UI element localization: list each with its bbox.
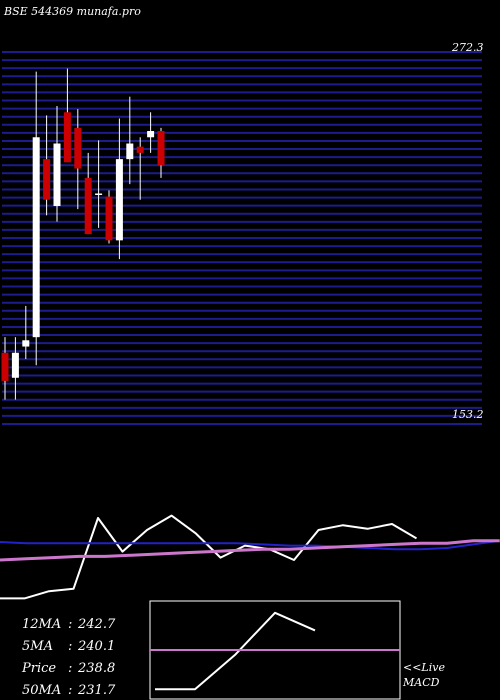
macd-name-label: MACD <box>402 676 440 689</box>
candle-body-bear <box>43 159 51 200</box>
stat-50ma-value-prefix: : <box>68 683 72 698</box>
stats-block: 12MA : 242.7 5MA : 240.1 Price : 238.8 5… <box>21 617 116 698</box>
stat-price-value-prefix: : <box>68 661 72 676</box>
price-gridlines <box>2 51 482 425</box>
candle-body-bear <box>84 177 92 235</box>
purple-ma-line <box>0 539 500 562</box>
price-axis-bottom-label: 153.2 <box>452 408 484 421</box>
candle-body-bear <box>63 112 71 163</box>
candle-body-bear <box>136 146 144 153</box>
stat-price-value: 238.8 <box>77 661 115 676</box>
stat-5ma-value-prefix: : <box>68 639 72 654</box>
stat-50ma-label: 50MA <box>22 683 61 698</box>
price-axis-top-label: 272.3 <box>451 41 484 54</box>
candle-body-bull <box>53 143 61 206</box>
stat-12ma-value-prefix: : <box>68 617 72 632</box>
macd-live-label: <<Live <box>403 661 445 674</box>
stat-50ma-value: 231.7 <box>77 683 116 698</box>
macd-line <box>155 611 316 691</box>
stat-12ma-label: 12MA <box>22 617 61 632</box>
stat-5ma-value: 240.1 <box>77 639 115 654</box>
macd-panel <box>150 611 400 691</box>
candlestick-series <box>1 68 165 400</box>
stat-12ma-value: 242.7 <box>77 617 116 632</box>
candle-body-bear <box>74 127 82 169</box>
indicator-panel <box>0 514 500 600</box>
candle-body-bull <box>147 131 155 138</box>
candle-body-bull <box>32 137 40 338</box>
blue-ma-line <box>0 539 500 551</box>
candle-body-bear <box>157 131 165 166</box>
candle-body-bear <box>105 196 113 241</box>
candle-body-bull <box>115 159 123 241</box>
candle-body-bull <box>126 143 134 160</box>
candle-body-bull <box>95 193 103 195</box>
stat-price-label: Price <box>21 661 56 676</box>
candle-body-bull <box>11 352 19 378</box>
price-line <box>0 514 418 600</box>
candle-body-bear <box>1 352 9 381</box>
candle-body-bull <box>22 340 30 347</box>
stat-5ma-label: 5MA <box>22 639 53 654</box>
chart-title: BSE 544369 munafa.pro <box>3 5 141 18</box>
